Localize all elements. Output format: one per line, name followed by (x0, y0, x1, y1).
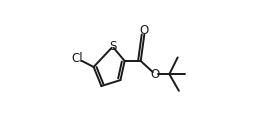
Text: Cl: Cl (72, 52, 83, 65)
Text: O: O (140, 24, 149, 37)
Text: O: O (151, 68, 160, 81)
Text: S: S (109, 40, 116, 53)
